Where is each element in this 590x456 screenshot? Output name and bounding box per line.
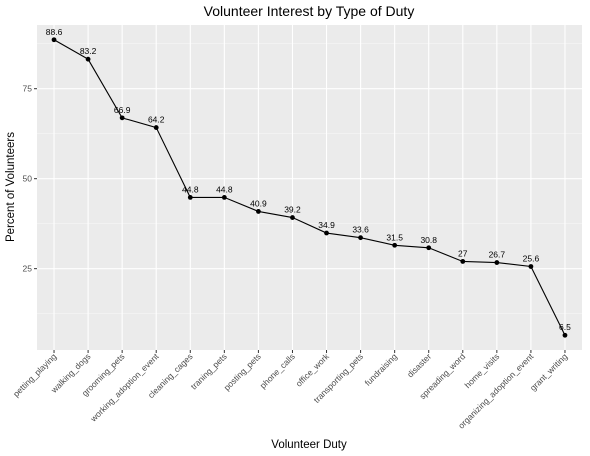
y-tick-label: 75 bbox=[23, 84, 33, 94]
data-label: 33.6 bbox=[352, 225, 369, 235]
data-point bbox=[119, 115, 125, 121]
data-point bbox=[358, 235, 363, 241]
chart-title: Volunteer Interest by Type of Duty bbox=[204, 3, 415, 19]
x-tick-label: fundraising bbox=[363, 351, 400, 388]
data-labels: 88.6 83.2 66.9 64.2 44.8 44.8 40.9 39.2 34.9 33.6… bbox=[46, 27, 571, 332]
data-point bbox=[528, 264, 534, 269]
data-label: 44.8 bbox=[182, 184, 199, 194]
data-label: 25.6 bbox=[523, 254, 540, 264]
x-tick-label: disaster bbox=[405, 351, 433, 379]
data-label: 26.7 bbox=[489, 250, 506, 260]
data-label: 31.5 bbox=[386, 232, 403, 242]
data-point bbox=[494, 260, 500, 265]
data-label: 39.2 bbox=[284, 205, 301, 215]
data-label: 34.9 bbox=[318, 220, 335, 230]
data-label: 30.8 bbox=[420, 235, 437, 245]
data-point bbox=[187, 194, 193, 200]
y-tick-label: 25 bbox=[23, 264, 33, 274]
data-label: 27 bbox=[458, 248, 468, 258]
y-axis-title: Percent of Volunteers bbox=[5, 132, 17, 242]
series-line bbox=[53, 39, 566, 336]
x-tick-label: petting_playing bbox=[11, 351, 59, 399]
y-axis-ticks: 25 50 75 bbox=[23, 84, 37, 274]
data-label: 66.9 bbox=[114, 105, 131, 115]
data-label: 64.2 bbox=[148, 115, 165, 125]
data-label: 83.2 bbox=[80, 46, 97, 56]
data-label: 44.8 bbox=[216, 184, 233, 194]
x-axis-ticks: petting_playingwalking_dogsgrooming_pets… bbox=[11, 350, 570, 431]
x-tick-label: phone_calls bbox=[258, 351, 297, 390]
data-point bbox=[51, 37, 57, 43]
x-axis-title: Volunteer Duty bbox=[271, 439, 347, 451]
data-label: 88.6 bbox=[46, 27, 63, 37]
data-point bbox=[290, 215, 295, 220]
data-point bbox=[256, 209, 261, 214]
data-points bbox=[51, 37, 568, 338]
plot-panel bbox=[37, 25, 582, 350]
data-point bbox=[324, 230, 329, 236]
data-point bbox=[85, 56, 91, 62]
data-point bbox=[460, 259, 466, 264]
data-label: 40.9 bbox=[250, 198, 267, 208]
y-tick-label: 50 bbox=[23, 174, 33, 184]
data-label: 6.5 bbox=[559, 322, 571, 332]
grid-lines bbox=[37, 25, 582, 350]
data-point bbox=[153, 125, 159, 130]
data-point bbox=[221, 194, 227, 200]
data-point bbox=[562, 332, 568, 338]
data-point bbox=[426, 245, 432, 251]
data-point bbox=[392, 242, 398, 248]
